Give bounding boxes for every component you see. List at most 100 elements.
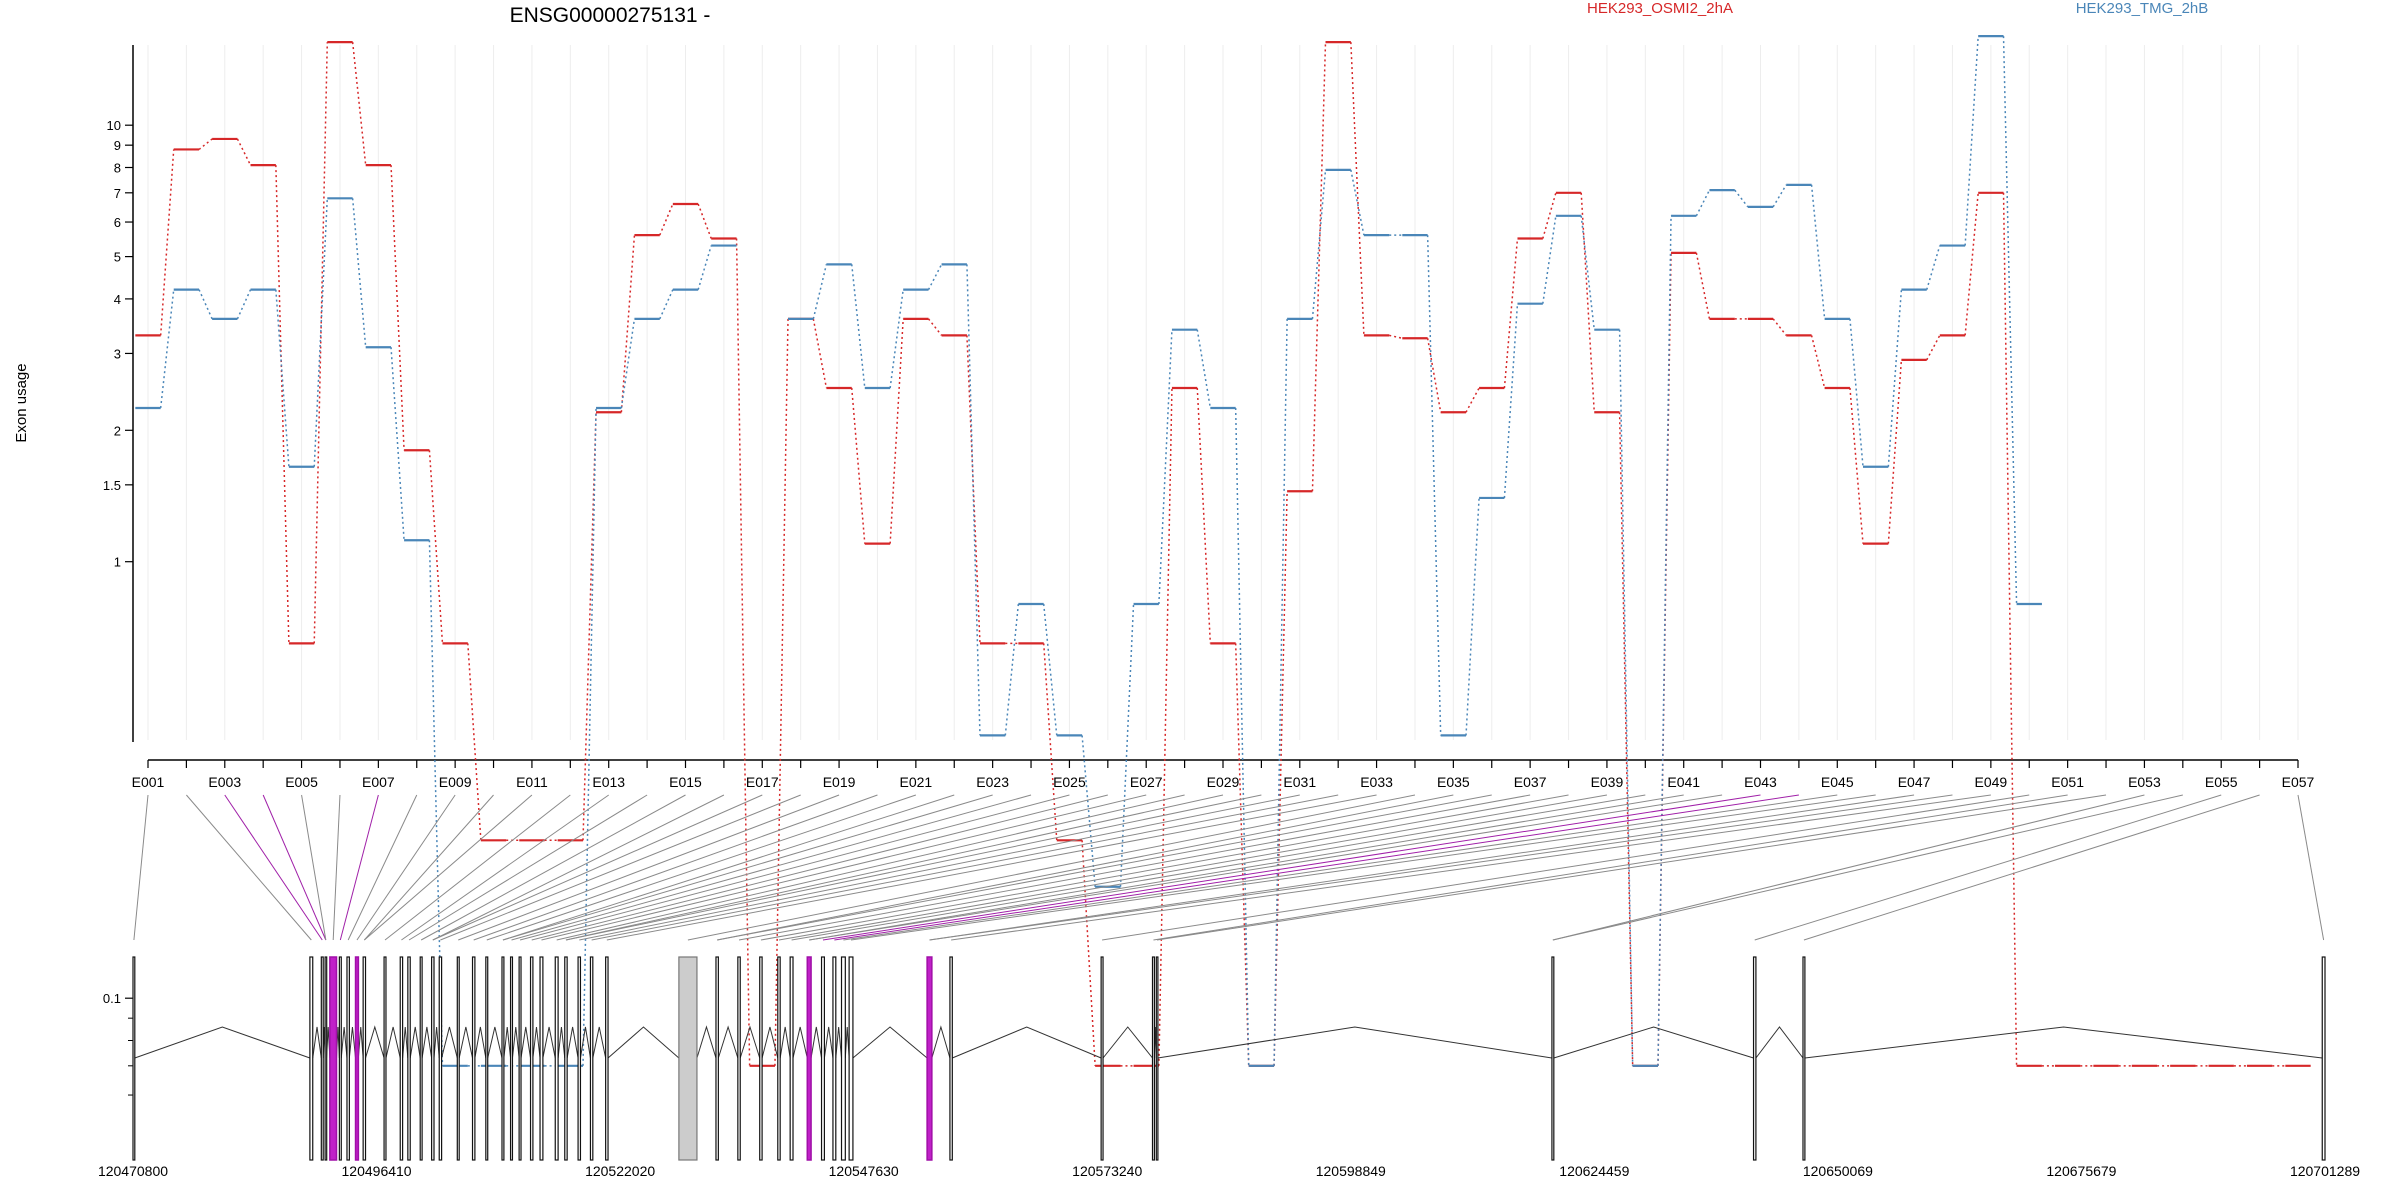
intron-line (717, 1025, 739, 1059)
exon-box (309, 956, 314, 1161)
data-connector (1081, 735, 1096, 887)
x-tick-label: E027 (1130, 774, 1163, 790)
x-tick-label: E037 (1514, 774, 1547, 790)
exon-box (589, 956, 594, 1161)
y-tick-label: 2 (114, 423, 121, 438)
data-connector (1158, 387, 1173, 1066)
data-connector (1695, 252, 1711, 320)
legend-series-1: HEK293_OSMI2_2hA (1587, 0, 1733, 17)
x-tick-label: E013 (592, 774, 625, 790)
intron-line (402, 1026, 409, 1059)
intron-line (739, 1025, 761, 1059)
exon-connector-line (301, 794, 327, 941)
intron-line (385, 1026, 401, 1059)
intron-line (557, 1026, 566, 1059)
exon-box (509, 956, 514, 1161)
exon-box (419, 956, 423, 1161)
exon-box (320, 956, 324, 1161)
exon-connector-line (262, 794, 327, 941)
data-connector (1273, 318, 1288, 1066)
exon-connector-line (738, 794, 1531, 941)
exon-connector-line (1102, 794, 2030, 941)
data-connector (966, 335, 981, 644)
exon-connector-line (791, 794, 1646, 941)
exon-connector-line (1156, 794, 2107, 941)
exon-box (338, 956, 342, 1161)
data-connector (659, 289, 674, 320)
y-tick-label: 1.5 (103, 478, 121, 493)
intron-line (1157, 1026, 1553, 1059)
genomic-coordinate-label: 120470800 (98, 1163, 168, 1179)
intron-line (503, 1026, 512, 1059)
data-connector (1081, 840, 1096, 1066)
intron-line (312, 1026, 322, 1059)
y-tick-label: 0.1 (103, 991, 121, 1006)
exon-box (605, 956, 609, 1161)
exon-connector-line (2297, 794, 2325, 941)
data-connector (2002, 36, 2018, 605)
exon-connector-line (384, 794, 571, 941)
exon-connector-line (579, 794, 1300, 941)
genomic-coordinate-label: 120573240 (1072, 1163, 1142, 1179)
data-connector (1542, 215, 1557, 304)
data-connector (236, 289, 252, 320)
y-tick-label: 6 (114, 215, 121, 230)
data-connector (659, 203, 674, 236)
data-connector (1426, 338, 1442, 413)
genomic-coordinate-label: 120547630 (829, 1163, 899, 1179)
data-connector (1772, 318, 1787, 336)
x-tick-label: E041 (1667, 774, 1700, 790)
exon-connector-line (929, 794, 1953, 941)
data-connector (1849, 387, 1864, 544)
exon-box (399, 956, 404, 1161)
x-tick-label: E021 (900, 774, 933, 790)
exon-box (848, 956, 854, 1161)
data-connector (159, 149, 175, 336)
data-connector (1772, 184, 1787, 208)
exon-box (554, 956, 559, 1161)
gene-model (132, 956, 2326, 1161)
exon-connector-line (511, 794, 1032, 941)
exon-connector-line (1803, 794, 2260, 941)
exon-connector-line (332, 794, 341, 941)
data-connector (1234, 407, 1250, 1066)
data-connector (1810, 335, 1826, 389)
y-axis-label: Exon usage (13, 363, 30, 442)
data-connector (351, 198, 367, 348)
exon-connector-line (1552, 794, 2145, 941)
genomic-coordinate-label: 120675679 (2046, 1163, 2116, 1179)
intron-line (487, 1026, 503, 1059)
x-tick-label: E031 (1283, 774, 1316, 790)
exon-box (577, 956, 582, 1161)
exon-connector-line (432, 794, 725, 941)
y-tick-label: 9 (114, 138, 121, 153)
y-tick-label: 10 (107, 118, 121, 133)
exon-box (949, 956, 953, 1161)
intron-line (542, 1026, 556, 1059)
exon-connector-line (556, 794, 1185, 941)
exon-connector-line (822, 794, 1761, 941)
exon-box (1802, 956, 1806, 1161)
data-connector (313, 198, 329, 467)
exon-box (678, 956, 698, 1161)
data-connector (1618, 329, 1634, 1066)
x-tick-label: E035 (1437, 774, 1470, 790)
exon-box (715, 956, 719, 1161)
y-tick-label: 3 (114, 346, 121, 361)
x-tick-label: E009 (439, 774, 472, 790)
exon-connector-line (408, 794, 648, 941)
exon-connector-lines (133, 794, 2325, 941)
exon-box (329, 956, 338, 1161)
x-tick-label: E043 (1744, 774, 1777, 790)
data-connector (812, 264, 828, 320)
exon-connector-line (339, 794, 379, 941)
data-connector (2002, 192, 2018, 1066)
intron-line (433, 1026, 440, 1059)
data-connector (159, 289, 175, 409)
exon-connector-line (186, 794, 312, 941)
genomic-coordinate-labels: 120470800 120496410 120522020 120547630 1205… (98, 1163, 2360, 1179)
exon-connector-line (1754, 794, 2222, 941)
exon-connector-line (224, 794, 323, 941)
exon-connector-line (531, 794, 1108, 941)
